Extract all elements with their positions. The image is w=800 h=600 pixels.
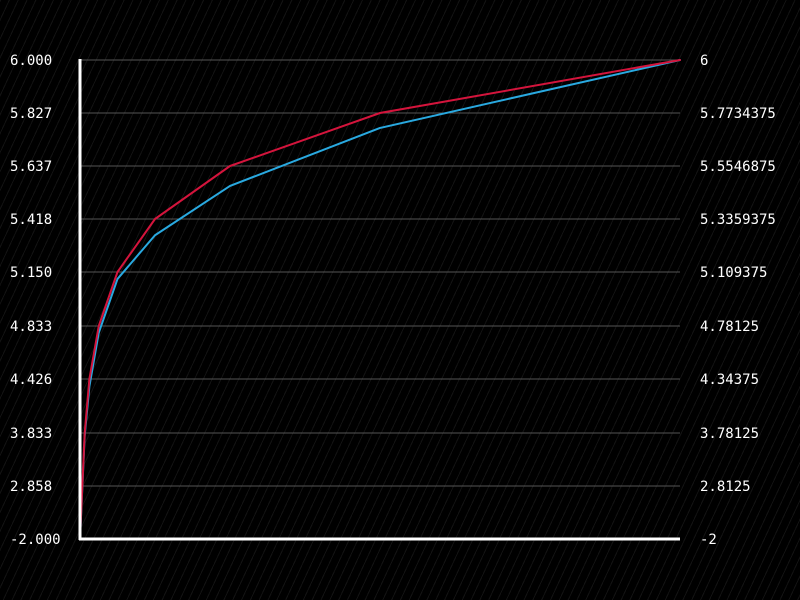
left-tick-label-4: 5.150 bbox=[10, 265, 52, 281]
right-tick-label-2: 5.5546875 bbox=[700, 159, 776, 175]
right-tick-label-7: 3.78125 bbox=[700, 426, 759, 442]
right-tick-label-5: 4.78125 bbox=[700, 319, 759, 335]
series-layer bbox=[79, 59, 681, 540]
left-tick-label-3: 5.418 bbox=[10, 212, 52, 228]
series-line-1 bbox=[79, 59, 681, 540]
series-line-0 bbox=[79, 59, 681, 540]
left-tick-label-1: 5.827 bbox=[10, 106, 52, 122]
left-tick-label-0: 6.000 bbox=[10, 53, 52, 69]
right-tick-label-0: 6 bbox=[700, 53, 708, 69]
gridlines bbox=[80, 59, 680, 487]
left-tick-label-6: 4.426 bbox=[10, 372, 52, 388]
right-tick-label-3: 5.3359375 bbox=[700, 212, 776, 228]
left-tick-label-7: 3.833 bbox=[10, 426, 52, 442]
left-axis-tick-labels: 6.000 5.827 5.637 5.418 5.150 4.833 4.426 3.833… bbox=[10, 53, 61, 548]
right-tick-label-4: 5.109375 bbox=[700, 265, 767, 281]
right-tick-label-1: 5.7734375 bbox=[700, 106, 776, 122]
left-tick-label-9: -2.000 bbox=[10, 532, 61, 548]
right-axis-tick-labels: 6 5.7734375 5.5546875 5.3359375 5.109375 4.78… bbox=[700, 53, 776, 548]
right-tick-label-6: 4.34375 bbox=[700, 372, 759, 388]
left-tick-label-5: 4.833 bbox=[10, 319, 52, 335]
right-tick-label-9: -2 bbox=[700, 532, 717, 548]
right-tick-label-8: 2.8125 bbox=[700, 479, 751, 495]
left-tick-label-2: 5.637 bbox=[10, 159, 52, 175]
left-tick-label-8: 2.858 bbox=[10, 479, 52, 495]
